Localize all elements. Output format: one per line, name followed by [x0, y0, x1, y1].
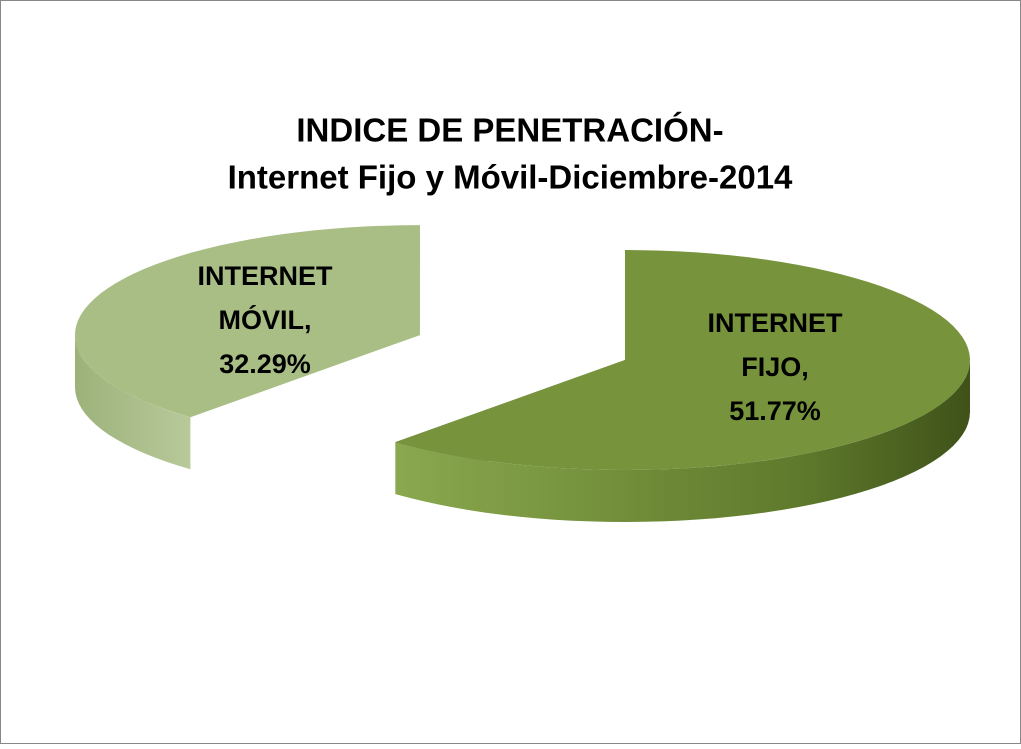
chart-title: INDICE DE PENETRACIÓN-: [296, 112, 723, 149]
data-label: INTERNET MÓVIL,: [198, 261, 334, 335]
data-label: 32.29%: [219, 349, 311, 379]
data-label: 51.77%: [729, 396, 821, 426]
slice-side: [395, 360, 970, 522]
chart-title: Internet Fijo y Móvil-Diciembre-2014: [228, 159, 793, 196]
pie-slice: [395, 250, 970, 470]
pie-slice: [75, 225, 420, 418]
slice-side: [75, 335, 191, 470]
data-label: INTERNET FIJO,: [708, 308, 844, 382]
